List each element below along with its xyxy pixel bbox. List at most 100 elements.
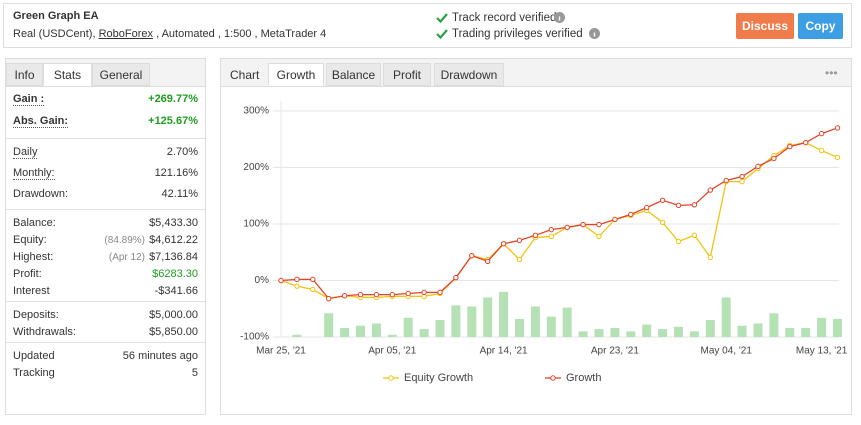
y-tick-label: 0% (255, 275, 270, 286)
check (436, 29, 448, 40)
chart: -100% 0% 100% 200% 300% Mar 25, '21 Apr 05, '2… (240, 101, 848, 384)
bar (371, 323, 381, 337)
point (691, 232, 698, 239)
x-tick-label: Apr 14, '21 (480, 346, 528, 357)
separator (6, 301, 205, 302)
tab[interactable]: Balance (326, 63, 381, 86)
point (294, 276, 300, 283)
chart-panel: Chart ••• -100% 0% 100% 200% 300% Mar 25, '21… (220, 58, 852, 415)
point (755, 163, 761, 170)
point (405, 290, 411, 297)
point (580, 221, 586, 228)
bar (387, 334, 397, 337)
point (612, 216, 618, 223)
bar (674, 326, 683, 337)
menu[interactable]: ••• (825, 66, 838, 80)
button[interactable]: Copy (798, 13, 843, 39)
point (310, 286, 316, 293)
bar (578, 331, 588, 337)
broker-link[interactable]: RoboForex (98, 28, 154, 40)
stat-value: 42.11% (161, 188, 199, 200)
point (310, 276, 316, 283)
point (469, 252, 475, 259)
tab[interactable]: Stats (43, 63, 92, 86)
check (436, 13, 448, 24)
point (834, 154, 841, 161)
check-icon (436, 13, 448, 24)
y-tick-label: 200% (243, 162, 269, 173)
legend-marker (550, 375, 556, 381)
bar (435, 320, 445, 337)
point (453, 274, 459, 281)
y-tick-label: 300% (243, 106, 269, 117)
bar (626, 331, 636, 337)
stat-label: Daily (13, 146, 38, 159)
bar (689, 331, 699, 337)
point (803, 139, 809, 146)
point (644, 204, 650, 211)
stat-label: Abs. Gain: (13, 115, 69, 128)
y-tick-label: 100% (243, 219, 269, 230)
bar (292, 334, 302, 337)
point (278, 277, 284, 284)
stat-value: 2.70% (166, 146, 198, 158)
x-tick-label: May 13, '21 (796, 346, 848, 357)
stat-label: Profit: (13, 268, 42, 280)
point (739, 173, 745, 180)
bar (340, 327, 350, 337)
point (294, 283, 300, 289)
bar (642, 324, 652, 337)
point (707, 254, 713, 261)
stat-value: $5,850.00 (149, 326, 198, 338)
tab[interactable]: Info (6, 63, 43, 86)
point (532, 232, 539, 239)
tab[interactable]: Drawdown (434, 63, 504, 86)
tab[interactable]: Profit (383, 63, 431, 86)
point (834, 125, 841, 131)
bar (658, 329, 668, 337)
header: Green Graph EA Real (USDCent), RoboForex… (3, 3, 852, 48)
stat-value: $4,612.22 (149, 234, 198, 246)
tab[interactable]: Growth (268, 63, 324, 86)
bar (403, 317, 413, 337)
stat-value: -$341.66 (154, 285, 198, 297)
point (564, 224, 570, 231)
bar (546, 316, 556, 337)
verified-item: Track record verified (436, 11, 606, 27)
point (675, 202, 682, 209)
point (723, 177, 729, 184)
x-tick-label: Apr 23, '21 (591, 346, 639, 357)
button[interactable]: Discuss (736, 13, 794, 39)
stat-label: Interest (13, 285, 50, 297)
point (437, 289, 443, 296)
legend-label: Equity Growth (404, 372, 473, 384)
stat-value: 121.16% (154, 167, 198, 179)
point (326, 295, 332, 302)
stat-value: +269.77% (148, 93, 198, 105)
point (818, 130, 825, 137)
verified-item: Trading privileges verified (436, 27, 606, 43)
point (421, 289, 427, 296)
point (675, 238, 682, 245)
stat-value: $7,136.84 (149, 251, 198, 263)
subtitle-prefix: Real (USDCent), (13, 28, 96, 40)
stats-panel: Info Stats General Gain : +269.77% Abs. Gain:… (5, 58, 206, 415)
point (691, 202, 698, 208)
bar (769, 313, 779, 337)
stat-label: Drawdown: (13, 188, 69, 200)
bar (562, 307, 572, 337)
subtitle: Real (USDCent), RoboForex , Automated , … (13, 28, 326, 40)
stat-value: $5,433.30 (149, 217, 198, 229)
series-line (280, 141, 838, 300)
tab[interactable]: General (92, 63, 150, 86)
bar (785, 327, 795, 337)
point (628, 211, 634, 218)
stat-label: Balance: (13, 217, 56, 229)
point (771, 155, 777, 162)
bar (817, 317, 827, 337)
stat-value: 5 (191, 367, 198, 379)
bar (324, 313, 334, 337)
bar (467, 306, 477, 337)
point (818, 147, 825, 154)
point (389, 291, 396, 298)
